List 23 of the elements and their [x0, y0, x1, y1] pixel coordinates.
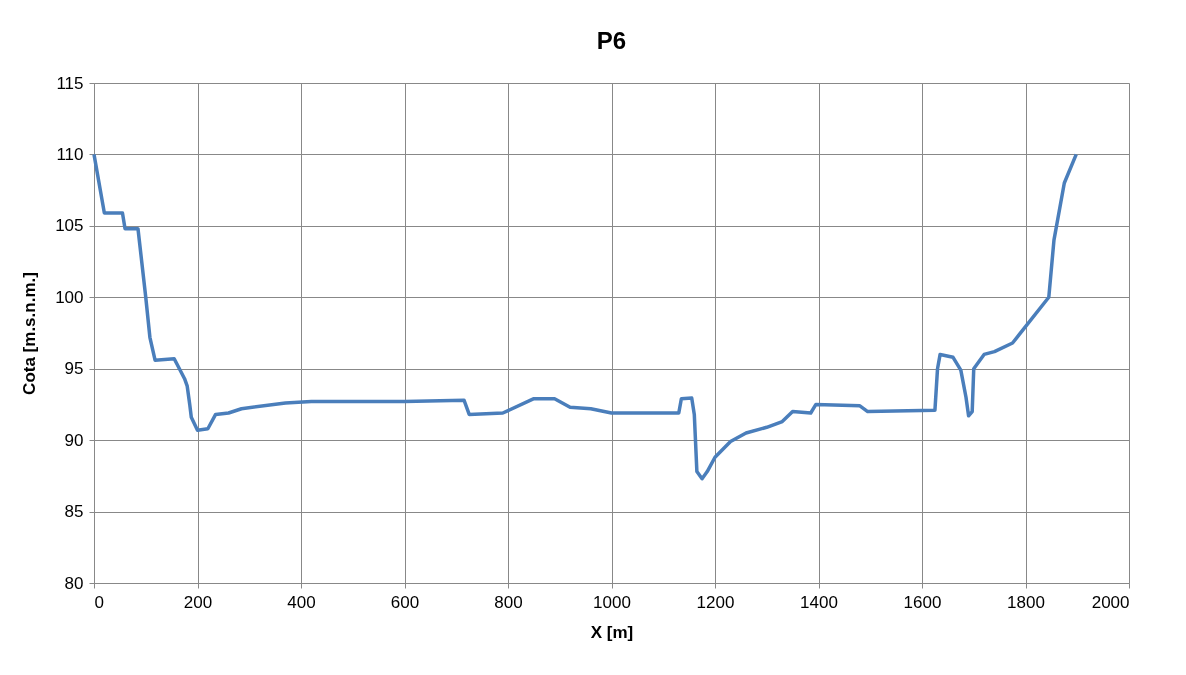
y-tick-label: 115	[56, 73, 84, 93]
y-tick-label: 85	[64, 502, 84, 522]
y-tick-label: 90	[64, 430, 84, 450]
y-tick-label: 80	[64, 573, 84, 593]
y-tick-label: 105	[55, 216, 84, 236]
x-axis-title: X [m]	[590, 622, 634, 642]
y-axis-title: Cota [m.s.n.m.]	[20, 272, 40, 395]
x-tick-label: 0	[94, 592, 104, 612]
x-tick-label: 400	[287, 592, 316, 612]
y-tick-label: 110	[56, 144, 84, 164]
y-tick-label: 95	[64, 359, 84, 379]
y-tick-label: 100	[55, 287, 84, 307]
x-tick-label: 1400	[800, 592, 838, 612]
line-series	[92, 152, 1078, 481]
x-tick-label: 200	[183, 592, 213, 612]
x-tick-label: 1800	[1007, 592, 1045, 612]
x-tick-label: 600	[390, 592, 420, 612]
chart-title: P6	[596, 27, 627, 54]
x-tick-label: 1000	[593, 592, 631, 612]
x-tick-label: 1600	[903, 592, 942, 612]
x-tick-label: 800	[494, 592, 523, 612]
x-tick-label: 1200	[696, 592, 735, 612]
x-tick-label: 2000	[1091, 592, 1130, 612]
